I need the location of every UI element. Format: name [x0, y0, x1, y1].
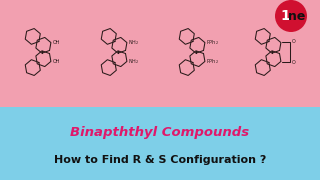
Text: OH: OH — [52, 40, 60, 45]
Text: O: O — [292, 39, 296, 44]
Text: NH$_2$: NH$_2$ — [128, 38, 140, 47]
Text: 1: 1 — [280, 9, 290, 23]
Bar — [0, 107, 320, 180]
Text: How to Find R & S Configuration ?: How to Find R & S Configuration ? — [54, 155, 266, 165]
Text: PPh$_2$: PPh$_2$ — [206, 38, 219, 47]
Text: Binapththyl Compounds: Binapththyl Compounds — [70, 126, 250, 139]
Text: ne: ne — [288, 10, 306, 22]
Bar — [0, 0, 320, 107]
Text: NH$_2$: NH$_2$ — [128, 57, 140, 66]
Text: OH: OH — [52, 59, 60, 64]
Circle shape — [275, 0, 307, 32]
Text: O: O — [292, 60, 296, 65]
Text: PPh$_2$: PPh$_2$ — [206, 57, 219, 66]
